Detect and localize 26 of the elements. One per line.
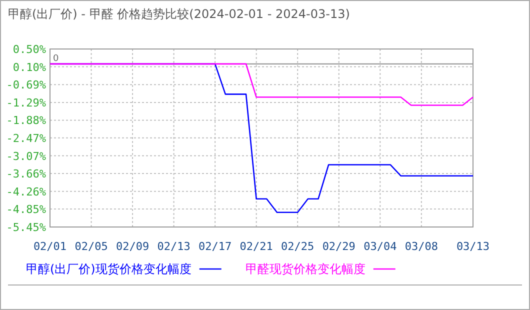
y-tick-label: -4.26% (6, 185, 46, 198)
x-tick-label: 02/29 (322, 240, 356, 253)
x-tick-label: 02/09 (116, 240, 150, 253)
y-tick-label: -1.88% (6, 114, 46, 128)
chart-title: 甲醇(出厂价) - 甲醛 价格趋势比较(2024-02-01 - 2024-03-13) (8, 7, 350, 21)
legend-label: 甲醇(出厂价)现货价格变化幅度 (26, 262, 192, 276)
y-tick-label: -5.45% (6, 221, 46, 234)
x-tick-label: 02/05 (74, 240, 108, 253)
legend-label: 甲醛现货价格变化幅度 (245, 262, 366, 276)
ref-line-label: 0 (53, 54, 59, 64)
x-tick-label: 03/13 (456, 240, 490, 253)
x-tick-label: 03/04 (364, 240, 398, 253)
x-tick-label: 02/21 (240, 240, 273, 253)
y-tick-label: -4.85% (6, 203, 46, 216)
x-tick-label: 02/01 (33, 240, 67, 253)
x-tick-label: 02/17 (198, 240, 232, 253)
y-tick-label: -3.66% (6, 167, 46, 180)
x-tick-label: 03/08 (404, 240, 438, 253)
y-tick-label: -3.07% (6, 150, 46, 163)
y-tick-label: 0.10% (12, 60, 46, 74)
y-tick-label: -0.69% (6, 78, 46, 92)
y-tick-label: -2.47% (6, 132, 46, 145)
y-tick-label: 0.50% (12, 43, 46, 56)
x-tick-label: 02/25 (281, 240, 314, 253)
x-tick-label: 02/13 (157, 240, 190, 253)
y-tick-label: -1.29% (6, 96, 46, 110)
